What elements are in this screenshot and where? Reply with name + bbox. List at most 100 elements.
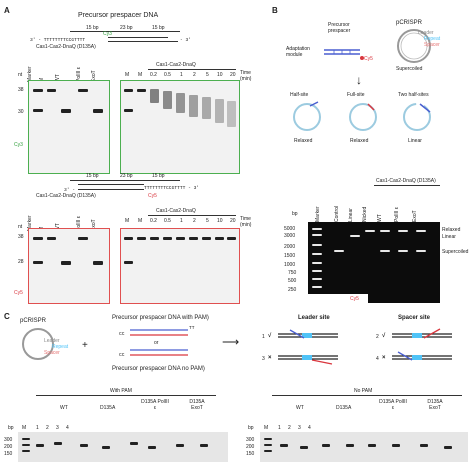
c-right-l1: 1 [278,425,281,431]
c-tt-label: TT [189,326,195,331]
gel3-mw-28: 28 [18,259,24,265]
c-left-l2: 2 [46,425,49,431]
gel4-lane-t3: 1 [180,218,183,224]
seq-bottom-left: 3' - [64,188,76,193]
c-right-m: M [264,425,269,431]
b-ladder-1000: 1000 [284,262,296,268]
gel1-image [28,80,110,174]
gel4-lane-t6: 10 [217,218,223,224]
c-repeat-label: Repeat [52,344,69,350]
duplex-top-strand [108,37,168,38]
gel4-lane-m2: M [138,218,143,224]
c-leader-site: Leader site [298,315,330,321]
c-left-group-d135a: D135A [100,405,116,411]
c-right-l4: 4 [308,425,311,431]
gel4-image [120,228,240,304]
b-pcrispr-label: pCRISPR [396,20,423,26]
b-repeat-label: Repeat [424,36,441,42]
gel3-nt: nt [18,224,23,230]
c-spacer-label: Spacer [44,350,60,356]
b-ladder-2000: 2000 [284,244,296,250]
b-half-site: Half-site [290,92,309,98]
b-ladder-5000: 5000 [284,226,296,232]
gel4-lane-t1: 0.2 [150,218,157,224]
gel2-lane-m2: M [138,72,143,78]
b-two-half: Two half-sites [398,92,429,98]
cy5-tag-bottom: Cy5 [148,193,157,199]
b-supercoiled-label: Supercoiled [396,66,423,72]
b-linear: Linear [408,138,422,144]
gel3-header: Cas1-Cas2-DnaQ (D135A) [36,193,96,199]
seq-top-right: - 3' [180,38,192,43]
c-right-group-exot: D135A ExoT [427,399,443,411]
bp-label-23b: 23 bp [120,173,133,179]
c-no-pam-line [272,395,462,396]
gel3-dye-label: Cy5 [14,290,23,296]
b-right-relaxed: Relaxed [442,227,461,233]
c-right-group-pol: D135A PolIII ε [379,399,407,411]
c-with-pam-header: With PAM [110,388,132,394]
b-ladder-3000: 3000 [284,233,296,239]
b-lane-control: Control [334,205,340,222]
c-or: or [154,340,159,346]
gel3-image [28,228,110,304]
b-lane-pol: PolIII ε [394,206,400,222]
b-precursor-label: Precursor prespacer [328,22,351,34]
b-gel-image [308,222,440,294]
bp-label-15b: 15 bp [152,25,165,31]
gel1-mw-38: 38 [18,87,24,93]
b-spacer-label: Spacer [424,42,440,48]
c-left-ladder-150: 150 [4,451,13,457]
c-no-pam-title: Precursor prespacer DNA no PAM) [112,366,205,372]
duplex-top-strand-b [78,184,144,185]
c-pcrispr-plasmid [22,328,54,360]
duplex-bottom-strand [108,41,178,42]
b-cy5-strip [368,294,440,303]
b-lane-marker: Marker [315,206,321,222]
c-plus: + [82,340,88,351]
c-left-bp: bp [8,425,14,431]
c-left-m: M [22,425,27,431]
c-right-bp: bp [248,425,254,431]
panel-a-title: Precursor prespacer DNA [78,12,159,19]
bp-label-23a: 23 bp [120,25,133,31]
c-right-group-wt: WT [296,405,304,411]
c-check-2: √ [382,333,386,339]
gel4-lane-t5: 5 [206,218,209,224]
c-x-1: × [268,355,272,361]
gel4-lane-t7: 20 [230,218,236,224]
gel2-lane-t6: 10 [217,72,223,78]
b-lane-wt: WT [377,214,383,222]
gel2-header: Cas1-Cas2-DnaQ [156,62,196,68]
b-leader-label: Leader [418,30,434,36]
c-left-group-exot: D135A ExoT [189,399,205,411]
gel1-nt: nt [18,72,23,78]
c-left-group-pol: D135A PolIII ε [141,399,169,411]
bp-label-15c: 15 bp [86,173,99,179]
gel2-lane-t2: 0.5 [164,72,171,78]
b-cy5-tag: Cy5 [364,56,373,62]
bracket-line-top [70,31,180,32]
gel3-mw-38: 38 [18,234,24,240]
b-bp-label: bp [292,211,298,217]
b-ladder-750: 750 [288,270,297,276]
gel2-lane-t4: 2 [193,72,196,78]
b-gel-header: Cas1-Cas2-DnaQ (D135A) [376,178,436,184]
gel1-mw-30: 30 [18,109,24,115]
gel2-lane-t5: 5 [206,72,209,78]
gel2-image [120,80,240,174]
b-prespacer-graphic [324,49,364,60]
b-lane-exot: ExoT [412,210,418,222]
gel4-time-label: Time (min) [240,216,252,228]
b-full-site: Full-site [347,92,365,98]
gel4-lane-t2: 0.5 [164,218,171,224]
b-right-linear: Linear [442,234,456,240]
c-right-gel-image [260,432,468,462]
c-right-group-d135a: D135A [336,405,352,411]
b-relaxed-plasmid-1 [293,101,321,131]
gel2-lane-t1: 0.2 [150,72,157,78]
cy3-tag-top: Cy3 [103,31,112,37]
c-num-2: 2 [376,334,379,340]
c-cc-label-2: CC [119,353,125,358]
gel2-time-label: Time (min) [240,70,252,82]
